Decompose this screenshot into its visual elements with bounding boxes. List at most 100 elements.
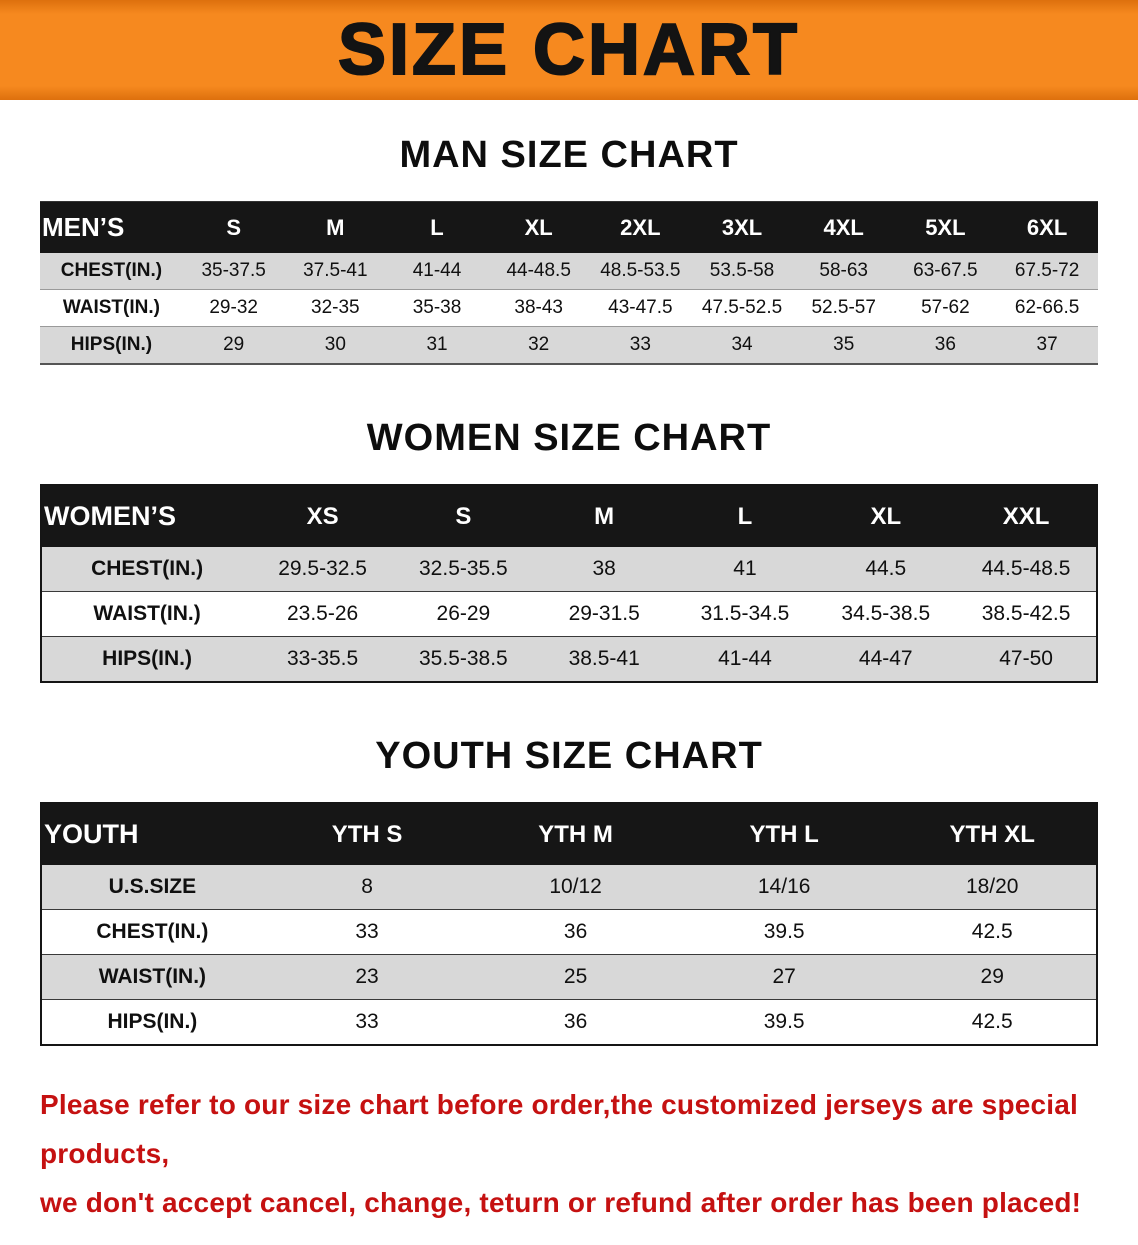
size-column-header: S (392, 485, 534, 547)
measurement-value: 39.5 (763, 920, 805, 943)
measurement-value: 33 (629, 334, 651, 355)
table-row: WAIST(IN.) 29-32 32-35 35-38 38-43 43-47.5 47.… (40, 289, 1098, 327)
measurement-value: 29-31.5 (568, 602, 640, 625)
women-section-heading: WOMEN SIZE CHART (366, 417, 772, 459)
table-row: WAIST(IN.) 23 25 27 29 (41, 954, 1097, 1000)
size-column-header: XS (252, 485, 393, 547)
measurement-value: 33 (355, 920, 379, 943)
measurement-value: 29.5-32.5 (278, 557, 367, 580)
size-column-header: S (182, 201, 285, 253)
measurement-value: 32 (528, 334, 550, 355)
measurement-value: 26-29 (436, 602, 491, 625)
disclaimer: Please refer to our size chart before or… (40, 1080, 1098, 1227)
measurement-value: 25 (563, 965, 588, 988)
measurement-value: 47.5-52.5 (701, 297, 783, 318)
measurement-value: 38-43 (514, 297, 563, 318)
page-title: SIZE CHART (337, 9, 800, 91)
measurement-value: 41 (733, 557, 757, 580)
measurement-value: 30 (324, 334, 346, 355)
row-label: CHEST(IN.) (60, 260, 163, 281)
measurement-value: 10/12 (549, 875, 602, 898)
banner: SIZE CHART (0, 0, 1138, 100)
measurement-value: 23 (355, 965, 379, 988)
measurement-value: 35 (833, 334, 855, 355)
women-size-table: WOMEN’S XS S M L XL XXL CHEST(IN.) 29.5-32.5 32.5… (40, 484, 1098, 683)
size-column-header: YTH XL (888, 803, 1097, 865)
measurement-value: 35-38 (412, 297, 462, 318)
measurement-value: 34 (731, 334, 753, 355)
size-column-header: XL (815, 485, 957, 547)
measurement-value: 31 (426, 334, 448, 355)
measurement-value: 38 (592, 557, 616, 580)
measurement-value: 29-32 (209, 297, 258, 318)
measurement-value: 42.5 (971, 920, 1013, 943)
row-label: HIPS(IN.) (107, 1010, 198, 1033)
measurement-value: 43-47.5 (608, 297, 673, 318)
row-label: WAIST(IN.) (93, 602, 201, 625)
measurement-value: 36 (934, 334, 956, 355)
measurement-value: 37 (1036, 334, 1058, 355)
table-row: HIPS(IN.) 33 36 39.5 42.5 (41, 999, 1097, 1045)
measurement-value: 44-47 (858, 647, 913, 670)
measurement-value: 27 (772, 965, 796, 988)
size-column-header: XL (487, 201, 590, 253)
measurement-value: 53.5-58 (709, 260, 775, 281)
disclaimer-line-1: Please refer to our size chart before or… (40, 1089, 1079, 1169)
table-row: CHEST(IN.) 29.5-32.5 32.5-35.5 38 41 44.5 44.5… (41, 547, 1097, 592)
measurement-value: 34.5-38.5 (841, 602, 931, 625)
measurement-value: 41-44 (718, 647, 772, 670)
header-row: WOMEN’S XS S M L XL XXL (41, 485, 1097, 547)
row-label: WAIST(IN.) (62, 297, 160, 318)
group-label: WOMEN’S (41, 485, 253, 547)
size-column-header: M (284, 201, 387, 253)
table-row: U.S.SIZE 8 10/12 14/16 18/20 (41, 865, 1097, 910)
measurement-value: 52.5-57 (811, 297, 876, 318)
measurement-value: 38.5-41 (568, 647, 640, 670)
men-size-table: MEN’S S M L XL 2XL 3XL 4XL 5XL 6XL CHEST(IN.) 35-37… (40, 201, 1098, 365)
measurement-value: 47-50 (999, 647, 1053, 670)
size-column-header: YTH L (679, 803, 889, 865)
measurement-value: 35-37.5 (201, 260, 266, 281)
measurement-value: 44.5 (865, 557, 907, 580)
size-column-header: 3XL (691, 201, 793, 253)
group-label: MEN’S (40, 201, 183, 253)
table-row: HIPS(IN.) 29 30 31 32 33 34 35 36 37 (40, 326, 1098, 364)
measurement-value: 42.5 (971, 1010, 1013, 1033)
size-column-header: 2XL (589, 201, 692, 253)
size-column-header: 6XL (996, 201, 1098, 253)
row-label: WAIST(IN.) (98, 965, 207, 988)
measurement-value: 57-62 (921, 297, 970, 318)
measurement-value: 18/20 (965, 875, 1019, 898)
measurement-value: 41-44 (412, 260, 462, 281)
measurement-value: 29 (980, 965, 1004, 988)
table-row: CHEST(IN.) 35-37.5 37.5-41 41-44 44-48.5 48.5… (40, 253, 1098, 290)
measurement-value: 39.5 (763, 1010, 805, 1033)
measurement-value: 31.5-34.5 (700, 602, 790, 625)
measurement-value: 48.5-53.5 (600, 260, 681, 281)
measurement-value: 63-67.5 (913, 260, 978, 281)
measurement-value: 35.5-38.5 (419, 647, 508, 670)
size-column-header: L (386, 201, 488, 253)
measurement-value: 8 (361, 875, 373, 898)
row-label: CHEST(IN.) (91, 557, 204, 580)
size-column-header: 4XL (792, 201, 895, 253)
header-row: MEN’S S M L XL 2XL 3XL 4XL 5XL 6XL (40, 201, 1098, 253)
measurement-value: 37.5-41 (303, 260, 368, 281)
row-label: CHEST(IN.) (96, 920, 209, 943)
youth-size-table: YOUTH YTH S YTH M YTH L YTH XL U.S.SIZE 8 10/12… (40, 802, 1098, 1046)
youth-section-heading: YOUTH SIZE CHART (375, 735, 763, 777)
measurement-value: 33 (355, 1010, 379, 1033)
measurement-value: 33-35.5 (286, 647, 359, 670)
size-column-header: M (533, 485, 675, 547)
measurement-value: 32.5-35.5 (419, 557, 508, 580)
measurement-value: 44-48.5 (506, 260, 571, 281)
measurement-value: 67.5-72 (1014, 260, 1080, 281)
measurement-value: 58-63 (819, 260, 868, 281)
measurement-value: 14/16 (757, 875, 811, 898)
measurement-value: 36 (563, 920, 588, 943)
table-row: WAIST(IN.) 23.5-26 26-29 29-31.5 31.5-34.5 34… (41, 591, 1097, 637)
measurement-value: 38.5-42.5 (981, 602, 1071, 625)
size-column-header: YTH S (262, 803, 472, 865)
measurement-value: 44.5-48.5 (981, 557, 1071, 580)
